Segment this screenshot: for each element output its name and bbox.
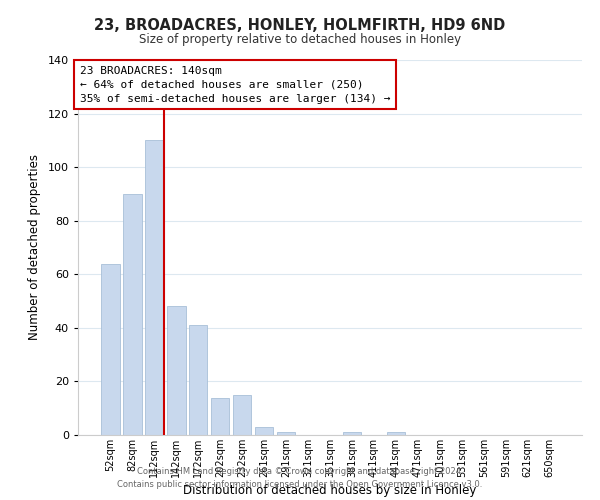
Bar bbox=[101, 264, 119, 435]
Bar bbox=[233, 395, 251, 435]
Y-axis label: Number of detached properties: Number of detached properties bbox=[28, 154, 41, 340]
Bar bbox=[123, 194, 142, 435]
Bar bbox=[167, 306, 185, 435]
Text: 23 BROADACRES: 140sqm
← 64% of detached houses are smaller (250)
35% of semi-det: 23 BROADACRES: 140sqm ← 64% of detached … bbox=[80, 66, 390, 104]
Text: Contains public sector information licensed under the Open Government Licence v3: Contains public sector information licen… bbox=[118, 480, 482, 489]
Text: Contains HM Land Registry data © Crown copyright and database right 2024.: Contains HM Land Registry data © Crown c… bbox=[137, 467, 463, 476]
Text: Size of property relative to detached houses in Honley: Size of property relative to detached ho… bbox=[139, 32, 461, 46]
Bar bbox=[343, 432, 361, 435]
Bar bbox=[189, 325, 208, 435]
X-axis label: Distribution of detached houses by size in Honley: Distribution of detached houses by size … bbox=[184, 484, 476, 497]
Bar bbox=[145, 140, 164, 435]
Bar bbox=[211, 398, 229, 435]
Bar bbox=[277, 432, 295, 435]
Text: 23, BROADACRES, HONLEY, HOLMFIRTH, HD9 6ND: 23, BROADACRES, HONLEY, HOLMFIRTH, HD9 6… bbox=[94, 18, 506, 32]
Bar bbox=[386, 432, 405, 435]
Bar bbox=[255, 427, 274, 435]
